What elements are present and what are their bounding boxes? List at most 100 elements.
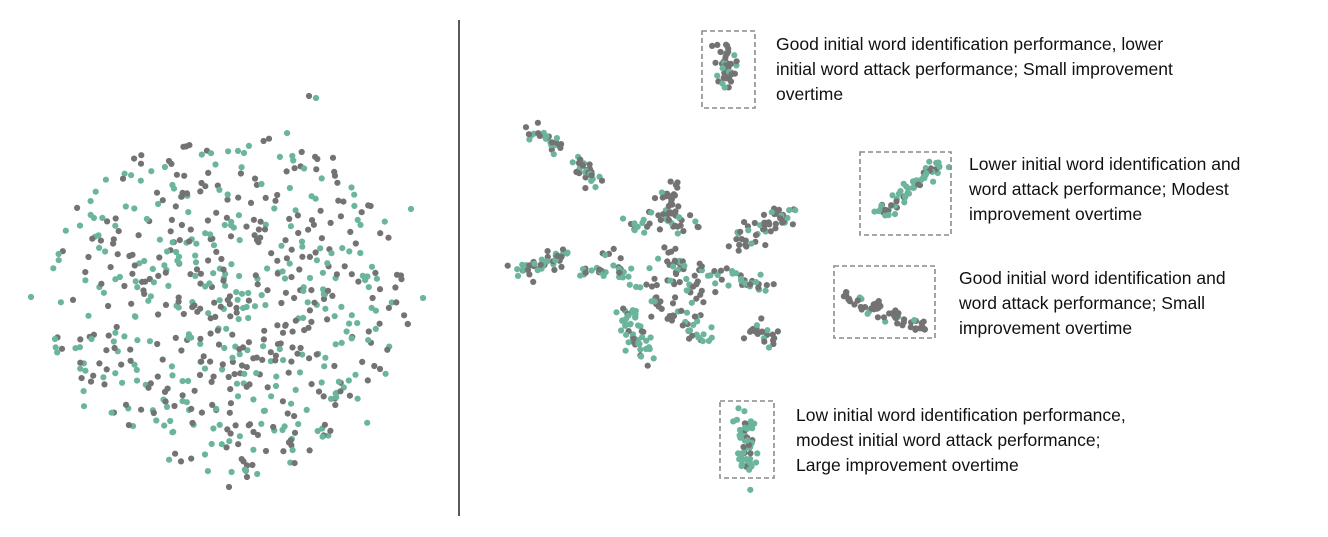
left-scatter-point <box>198 358 205 365</box>
right-scatter-point <box>695 334 702 341</box>
left-scatter-point <box>237 170 244 177</box>
left-scatter-point <box>193 240 200 247</box>
right-scatter-point <box>741 408 748 415</box>
right-scatter-point <box>772 220 780 227</box>
left-scatter-point <box>284 130 291 137</box>
right-scatter-point <box>880 314 888 321</box>
left-scatter-point <box>393 299 400 306</box>
left-scatter-point <box>27 293 35 301</box>
left-scatter-point <box>288 274 295 281</box>
left-scatter-point <box>258 180 265 188</box>
left-scatter-point <box>314 427 321 435</box>
left-scatter-point <box>188 405 195 412</box>
left-scatter-point <box>346 248 353 255</box>
left-scatter-point <box>299 253 306 260</box>
left-scatter-point <box>292 207 299 214</box>
right-scatter-point <box>658 305 665 312</box>
right-scatter-point <box>736 426 744 434</box>
left-scatter-point <box>197 340 204 347</box>
left-scatter-point <box>100 289 107 296</box>
left-scatter-point <box>112 215 119 222</box>
left-scatter-point <box>254 470 261 478</box>
left-scatter-point <box>274 257 281 264</box>
right-scatter-point <box>641 229 648 236</box>
left-scatter-point <box>134 284 141 291</box>
left-scatter-point <box>220 277 227 284</box>
right-scatter-point <box>741 219 748 226</box>
left-scatter-point <box>167 228 174 235</box>
right-scatter-point <box>675 203 682 210</box>
right-scatter-point <box>926 158 933 165</box>
left-scatter-point <box>153 417 160 424</box>
left-scatter-point <box>215 341 223 348</box>
left-scatter-point <box>51 335 59 343</box>
left-scatter-point <box>286 184 293 192</box>
left-scatter-point <box>376 320 383 327</box>
left-scatter-point <box>312 249 319 256</box>
left-scatter-point <box>286 215 293 222</box>
right-scatter-point <box>657 216 664 224</box>
left-scatter-point <box>254 281 261 288</box>
left-scatter-point <box>139 278 146 285</box>
right-scatter-point <box>617 255 624 262</box>
annotation-line: Good initial word identification and <box>959 268 1226 288</box>
right-scatter-point <box>743 243 750 250</box>
right-scatter-point <box>694 318 701 325</box>
left-scatter-point <box>169 239 176 246</box>
left-scatter-point <box>250 216 257 223</box>
right-scatter-point <box>619 274 626 281</box>
right-scatter-point <box>708 334 715 341</box>
left-scatter-point <box>310 221 317 228</box>
left-scatter-point <box>251 303 259 310</box>
right-scatter-point <box>689 332 696 339</box>
right-scatter-point <box>915 181 922 188</box>
right-scatter-point <box>588 177 595 184</box>
right-scatter-point <box>725 243 732 250</box>
left-scatter-point <box>197 280 204 287</box>
left-scatter-point <box>225 483 233 491</box>
right-scatter-point <box>761 219 768 226</box>
left-scatter-point <box>192 259 200 266</box>
left-scatter-point <box>276 153 283 160</box>
right-scatter-point <box>747 486 754 493</box>
left-scatter-point <box>97 237 104 244</box>
left-scatter-point <box>313 351 320 358</box>
right-scatter-point <box>712 280 719 287</box>
left-scatter-point <box>131 361 138 368</box>
left-scatter-point <box>339 245 346 252</box>
right-scatter-point <box>750 327 757 334</box>
right-scatter-point <box>770 337 777 344</box>
left-scatter-point <box>348 184 355 191</box>
right-scatter-point <box>784 214 791 222</box>
right-scatter-point <box>673 270 680 278</box>
left-scatter-point <box>80 388 87 395</box>
left-scatter-point <box>111 344 118 352</box>
left-scatter-point <box>197 188 204 195</box>
left-scatter-point <box>168 216 175 223</box>
left-scatter-point <box>105 302 112 310</box>
left-scatter-point <box>161 163 168 171</box>
left-scatter-point <box>238 362 246 369</box>
left-scatter-point <box>164 248 171 255</box>
left-scatter-point <box>288 400 295 407</box>
right-scatter-point <box>700 299 707 306</box>
cluster-box-3 <box>833 265 936 339</box>
right-scatter-point <box>899 322 906 329</box>
left-scatter-point <box>128 300 135 307</box>
left-scatter-point <box>234 393 242 400</box>
right-scatter-point <box>901 199 908 206</box>
left-scatter-point <box>392 284 399 291</box>
left-scatter-point <box>99 214 106 221</box>
left-scatter-point <box>262 302 269 309</box>
right-scatter-point <box>725 282 732 289</box>
right-scatter-point <box>878 202 885 209</box>
left-scatter-point <box>155 272 162 279</box>
left-scatter-point <box>264 265 271 272</box>
right-scatter-point <box>766 221 773 228</box>
left-scatter-point <box>308 193 315 200</box>
left-scatter-point <box>205 257 212 264</box>
left-scatter-point <box>308 381 315 388</box>
left-scatter-point <box>219 361 226 368</box>
right-scatter-point <box>690 321 697 328</box>
left-scatter-point <box>180 143 187 150</box>
